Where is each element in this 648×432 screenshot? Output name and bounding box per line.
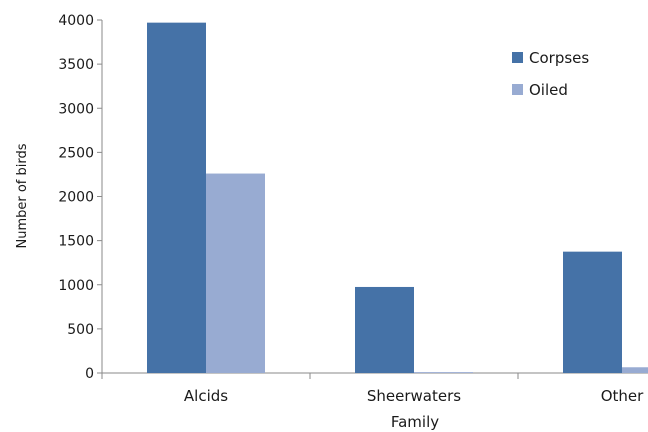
bar-oiled-sheerwaters [414,372,473,373]
bar-oiled-other [622,367,648,373]
y-tick-label: 4000 [58,13,94,29]
y-axis-label: Number of birds [15,143,30,248]
x-axis-label: Family [391,413,439,431]
y-tick-label: 500 [67,322,94,338]
legend: Corpses Oiled [512,49,589,99]
bar-corpses-alcids [147,22,206,374]
bar-corpses-sheerwaters [355,286,414,373]
legend-label-oiled: Oiled [529,81,568,99]
bar-oiled-alcids [206,173,265,373]
bars [147,22,648,374]
y-axis: 0 500 1000 1500 2000 2500 3000 3500 4000 [58,13,103,382]
legend-label-corpses: Corpses [529,49,589,67]
y-tick-label: 0 [85,366,94,382]
legend-swatch-oiled [512,84,523,95]
x-tick-label: Alcids [184,387,228,405]
y-tick-label: 2500 [58,145,94,161]
x-axis: Alcids Sheerwaters Other [101,372,648,405]
y-tick-label: 1000 [58,278,94,294]
y-tick-label: 3000 [58,101,94,117]
legend-swatch-corpses [512,52,523,63]
x-tick-label: Sheerwaters [367,387,461,405]
y-tick-label: 2000 [58,190,94,206]
y-tick-label: 1500 [58,234,94,250]
y-tick-label: 3500 [58,57,94,73]
x-tick-label: Other [601,387,644,405]
bar-corpses-other [563,251,622,373]
